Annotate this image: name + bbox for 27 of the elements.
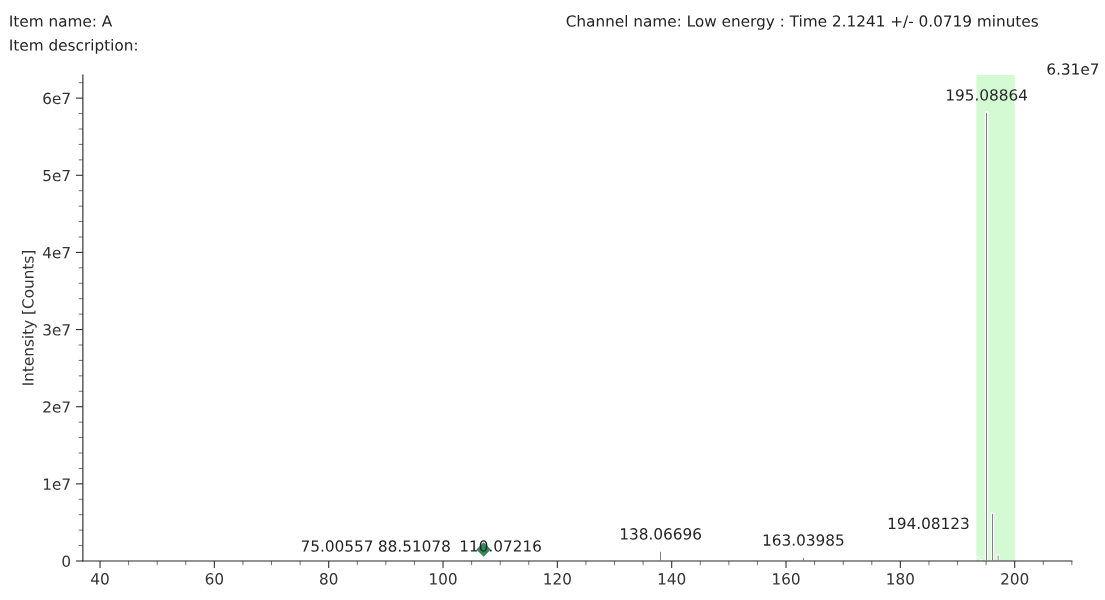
y-tick-label: 4e7 xyxy=(42,247,70,259)
annotation: 138.06696 xyxy=(621,528,701,540)
y-tick-label: 0 xyxy=(62,555,71,568)
x-tick-label: 200 xyxy=(1001,573,1029,585)
x-tick-label: 60 xyxy=(205,573,224,585)
x-tick-label: 80 xyxy=(320,573,338,585)
x-tick-label: 120 xyxy=(544,573,571,585)
text: Item description: xyxy=(10,39,137,54)
y-tick-label: 3e7 xyxy=(43,324,70,336)
annotation: 75.00557 xyxy=(301,540,373,552)
y-tick-label: 6e7 xyxy=(43,92,70,105)
text: Channel name: Low energy : Time 2.1241 +/- 0.0719 minutes xyxy=(566,15,1038,30)
annotation: 194.08123 xyxy=(888,517,969,530)
y-tick-label: 1e7 xyxy=(43,478,70,490)
annotation: 163.03985 xyxy=(763,534,844,546)
x-tick-label: 140 xyxy=(658,573,686,585)
x-tick-label: 40 xyxy=(91,573,109,585)
y-tick-label: 2e7 xyxy=(43,401,70,413)
annotation: 195.08864 xyxy=(946,89,1028,101)
text: 6.31e7 xyxy=(1047,63,1099,75)
annotation: 88.51078 xyxy=(378,540,450,552)
y-tick-label: 5e7 xyxy=(43,169,70,182)
x-tick-label: 160 xyxy=(773,573,800,585)
y-axis-title: Intensity [Counts] xyxy=(21,251,37,385)
x-tick-label: 100 xyxy=(430,573,457,585)
x-tick-label: 180 xyxy=(887,573,914,585)
text: Item name: A xyxy=(10,15,113,27)
